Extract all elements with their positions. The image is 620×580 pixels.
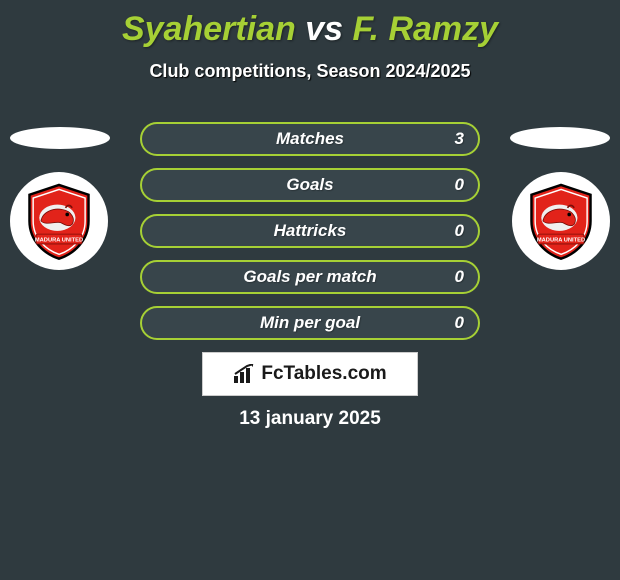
stat-value-right: 0 [455,175,464,195]
stat-label: Goals per match [243,267,376,287]
player2-name: F. Ramzy [353,10,499,48]
club-crest-icon: MADURA UNITED [520,180,602,262]
stat-row-min-per-goal: Min per goal 0 [140,306,480,340]
vs-label: vs [305,10,343,48]
club-crest-icon: MADURA UNITED [18,180,100,262]
stat-row-goals-per-match: Goals per match 0 [140,260,480,294]
stat-value-right: 3 [455,129,464,149]
stat-label: Min per goal [260,313,360,333]
date-label: 13 january 2025 [0,408,620,430]
player1-club-badge: MADURA UNITED [10,172,108,270]
player2-avatar [510,127,610,149]
svg-text:MADURA UNITED: MADURA UNITED [35,238,83,244]
stats-panel: Matches 3 Goals 0 Hattricks 0 Goals per … [140,122,480,352]
stat-label: Hattricks [274,221,347,241]
stat-row-goals: Goals 0 [140,168,480,202]
brand-chart-icon [233,364,257,384]
brand-text: FcTables.com [261,363,386,385]
page-title: Syahertian vs F. Ramzy [0,0,620,49]
stat-label: Matches [276,129,344,149]
stat-value-right: 0 [455,313,464,333]
brand-badge: FcTables.com [202,352,418,396]
player1-avatar [10,127,110,149]
stat-value-right: 0 [455,267,464,287]
infographic-root: Syahertian vs F. Ramzy Club competitions… [0,0,620,580]
subtitle: Club competitions, Season 2024/2025 [0,61,620,82]
stat-value-right: 0 [455,221,464,241]
stat-label: Goals [286,175,333,195]
stat-row-matches: Matches 3 [140,122,480,156]
stat-row-hattricks: Hattricks 0 [140,214,480,248]
player1-name: Syahertian [122,10,296,48]
player2-club-badge: MADURA UNITED [512,172,610,270]
svg-text:MADURA UNITED: MADURA UNITED [537,238,585,244]
